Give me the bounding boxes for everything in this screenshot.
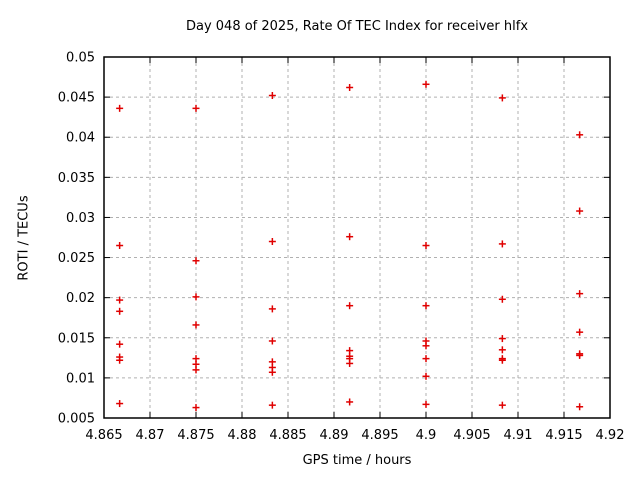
x-tick-label: 4.91 <box>504 428 533 443</box>
data-point-marker <box>116 242 124 250</box>
data-point-marker <box>576 328 584 336</box>
y-tick-label: 0.01 <box>66 371 95 386</box>
y-axis-label: ROTI / TECUs <box>16 195 32 281</box>
data-point-marker <box>422 80 430 88</box>
data-point-marker <box>268 305 276 313</box>
x-tick-label: 4.915 <box>545 428 582 443</box>
data-point-marker <box>576 290 584 298</box>
data-point-marker <box>268 92 276 100</box>
data-point-marker <box>116 296 124 304</box>
data-point-marker <box>192 321 200 329</box>
x-tick-label: 4.875 <box>177 428 214 443</box>
x-tick-label: 4.9 <box>416 428 437 443</box>
data-point-marker <box>116 340 124 348</box>
data-point-marker <box>498 295 506 303</box>
y-tick-label: 0.05 <box>66 51 95 66</box>
y-tick-label: 0.025 <box>58 251 95 266</box>
data-point-marker <box>192 104 200 112</box>
data-point-marker <box>346 233 354 241</box>
data-point-marker <box>268 337 276 345</box>
y-tick-label: 0.02 <box>66 291 95 306</box>
data-point-marker <box>268 401 276 409</box>
data-point-marker <box>422 342 430 350</box>
data-point-marker <box>116 400 124 408</box>
plot-border <box>103 56 611 419</box>
data-point-marker <box>498 240 506 248</box>
x-tick-label: 4.885 <box>269 428 306 443</box>
data-point-marker <box>346 359 354 367</box>
y-tick-label: 0.045 <box>58 91 95 106</box>
data-point-marker <box>346 398 354 406</box>
data-point-marker <box>192 257 200 265</box>
data-point-marker <box>192 404 200 412</box>
data-point-marker <box>576 207 584 215</box>
data-point-marker <box>576 131 584 139</box>
data-point-marker <box>498 94 506 102</box>
data-point-marker <box>192 293 200 301</box>
data-point-marker <box>116 104 124 112</box>
x-tick-label: 4.865 <box>85 428 122 443</box>
x-tick-label: 4.88 <box>228 428 257 443</box>
data-point-marker <box>346 83 354 91</box>
data-point-marker <box>498 335 506 343</box>
data-point-marker <box>192 366 200 374</box>
data-point-marker <box>116 356 124 364</box>
y-tick-label: 0.005 <box>58 412 95 427</box>
data-point-marker <box>422 355 430 363</box>
data-point-marker <box>498 356 506 364</box>
y-tick-label: 0.015 <box>58 331 95 346</box>
y-tick-label: 0.04 <box>66 131 95 146</box>
y-tick-label: 0.035 <box>58 171 95 186</box>
data-point-marker <box>116 307 124 315</box>
data-point-marker <box>498 346 506 354</box>
x-tick-label: 4.89 <box>320 428 349 443</box>
data-point-marker <box>422 400 430 408</box>
data-point-marker <box>576 351 584 359</box>
chart-title: Day 048 of 2025, Rate Of TEC Index for r… <box>185 19 529 34</box>
x-tick-label: 4.92 <box>596 428 625 443</box>
data-point-marker <box>498 401 506 409</box>
data-point-marker <box>268 368 276 376</box>
data-point-marker <box>576 403 584 411</box>
x-tick-label: 4.87 <box>136 428 165 443</box>
y-tick-label: 0.03 <box>66 211 95 226</box>
x-tick-label: 4.895 <box>361 428 398 443</box>
data-point-marker <box>346 302 354 310</box>
data-point-marker <box>268 238 276 246</box>
data-point-marker <box>422 302 430 310</box>
data-point-marker <box>422 372 430 380</box>
x-tick-label: 4.905 <box>453 428 490 443</box>
data-point-marker <box>422 242 430 250</box>
x-axis-label: GPS time / hours <box>302 453 412 468</box>
